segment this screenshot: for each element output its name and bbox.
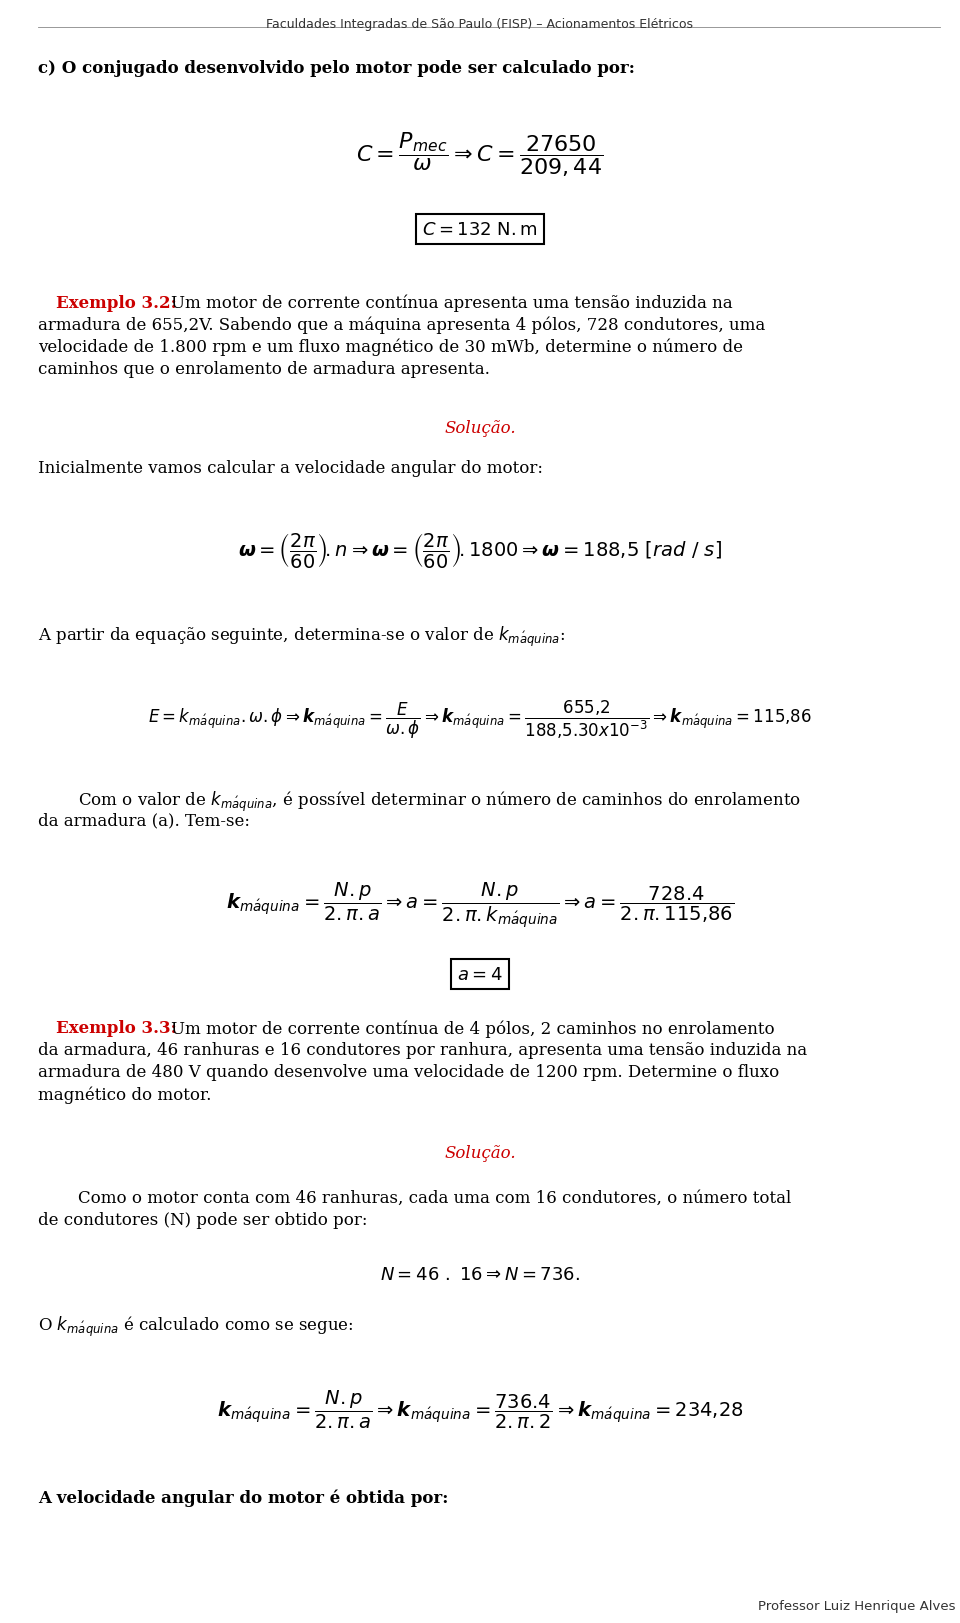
- Text: magnético do motor.: magnético do motor.: [38, 1086, 211, 1102]
- Text: de condutores (N) pode ser obtido por:: de condutores (N) pode ser obtido por:: [38, 1211, 368, 1229]
- Text: Solução.: Solução.: [444, 1144, 516, 1162]
- Text: Um motor de corrente contínua de 4 pólos, 2 caminhos no enrolamento: Um motor de corrente contínua de 4 pólos…: [171, 1019, 775, 1037]
- Text: $\boldsymbol{k}_{m\acute{a}quina} = \dfrac{N.p}{2.\pi.a} \Rightarrow a = \dfrac{: $\boldsymbol{k}_{m\acute{a}quina} = \dfr…: [226, 880, 734, 930]
- Text: $E = k_{m\acute{a}quina}.\omega.\phi \Rightarrow \boldsymbol{k}_{m\acute{a}quina: $E = k_{m\acute{a}quina}.\omega.\phi \Ri…: [148, 698, 812, 740]
- Text: $\boldsymbol{k}_{m\acute{a}quina} = \dfrac{N.p}{2.\pi.a} \Rightarrow \boldsymbol: $\boldsymbol{k}_{m\acute{a}quina} = \dfr…: [217, 1388, 743, 1430]
- Text: $C = 132\ \mathrm{N.m}$: $C = 132\ \mathrm{N.m}$: [422, 221, 538, 239]
- Text: Faculdades Integradas de São Paulo (FISP) – Acionamentos Elétricos: Faculdades Integradas de São Paulo (FISP…: [267, 18, 693, 31]
- Text: caminhos que o enrolamento de armadura apresenta.: caminhos que o enrolamento de armadura a…: [38, 360, 490, 378]
- Text: c) O conjugado desenvolvido pelo motor pode ser calculado por:: c) O conjugado desenvolvido pelo motor p…: [38, 60, 635, 76]
- Text: Como o motor conta com 46 ranhuras, cada uma com 16 condutores, o número total: Como o motor conta com 46 ranhuras, cada…: [78, 1190, 791, 1206]
- Text: A velocidade angular do motor é obtida por:: A velocidade angular do motor é obtida p…: [38, 1488, 448, 1506]
- Text: armadura de 480 V quando desenvolve uma velocidade de 1200 rpm. Determine o flux: armadura de 480 V quando desenvolve uma …: [38, 1063, 780, 1081]
- Text: Um motor de corrente contínua apresenta uma tensão induzida na: Um motor de corrente contínua apresenta …: [171, 295, 732, 312]
- Text: Com o valor de $k_{m\acute{a}quina}$, é possível determinar o número de caminhos: Com o valor de $k_{m\acute{a}quina}$, é …: [78, 789, 801, 813]
- Text: velocidade de 1.800 rpm e um fluxo magnético de 30 mWb, determine o número de: velocidade de 1.800 rpm e um fluxo magné…: [38, 339, 743, 357]
- Text: Inicialmente vamos calcular a velocidade angular do motor:: Inicialmente vamos calcular a velocidade…: [38, 459, 543, 477]
- Text: O $k_{m\acute{a}quina}$ é calculado como se segue:: O $k_{m\acute{a}quina}$ é calculado como…: [38, 1315, 353, 1339]
- Text: Exemplo 3.3:: Exemplo 3.3:: [56, 1019, 177, 1037]
- Text: Solução.: Solução.: [444, 420, 516, 437]
- Text: $\boldsymbol{\omega} = \left(\dfrac{2\pi}{60}\right)\!.n \Rightarrow \boldsymbol: $\boldsymbol{\omega} = \left(\dfrac{2\pi…: [238, 531, 722, 570]
- Text: Professor Luiz Henrique Alves Pazzini  14: Professor Luiz Henrique Alves Pazzini 14: [758, 1599, 960, 1612]
- Text: da armadura, 46 ranhuras e 16 condutores por ranhura, apresenta uma tensão induz: da armadura, 46 ranhuras e 16 condutores…: [38, 1042, 807, 1058]
- Text: Exemplo 3.2:: Exemplo 3.2:: [56, 295, 177, 312]
- Text: $a = 4$: $a = 4$: [457, 966, 503, 984]
- Text: $N = 46\ .\ 16 \Rightarrow N = 736.$: $N = 46\ .\ 16 \Rightarrow N = 736.$: [380, 1266, 580, 1284]
- Text: da armadura (a). Tem-se:: da armadura (a). Tem-se:: [38, 812, 250, 828]
- Text: A partir da equação seguinte, determina-se o valor de $k_{m\acute{a}quina}$:: A partir da equação seguinte, determina-…: [38, 625, 565, 649]
- Text: $C = \dfrac{P_{mec}}{\omega} \Rightarrow C = \dfrac{27650}{209,44}$: $C = \dfrac{P_{mec}}{\omega} \Rightarrow…: [356, 130, 604, 179]
- Text: armadura de 655,2V. Sabendo que a máquina apresenta 4 pólos, 728 condutores, uma: armadura de 655,2V. Sabendo que a máquin…: [38, 316, 765, 334]
